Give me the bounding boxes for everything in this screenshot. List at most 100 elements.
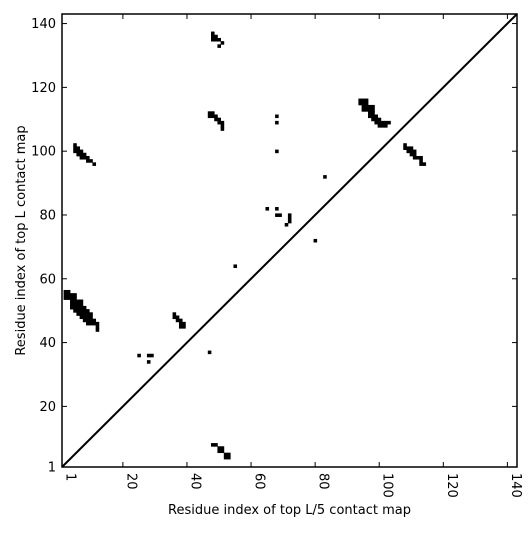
contact-point: [76, 305, 81, 310]
contact-point: [66, 293, 71, 297]
contact-point: [275, 114, 279, 119]
contact-point: [217, 117, 221, 122]
contact-point: [403, 146, 407, 150]
contact-point: [368, 104, 372, 109]
contact-point: [89, 159, 93, 163]
contact-point: [364, 101, 369, 106]
contact-point: [220, 127, 225, 131]
contact-point: [137, 353, 141, 358]
contact-point: [70, 305, 74, 310]
contact-point: [412, 149, 417, 154]
contact-point: [86, 321, 90, 326]
contact-point: [275, 149, 279, 154]
contact-point: [217, 37, 221, 42]
contact-point: [79, 152, 84, 157]
contact-point: [211, 34, 215, 39]
contact-point: [374, 117, 378, 122]
y-tick-label: 20: [39, 400, 56, 415]
contact-point: [384, 120, 388, 125]
contact-point: [73, 309, 77, 313]
contact-point: [220, 124, 225, 128]
contact-point: [70, 296, 74, 300]
contact-point: [178, 321, 183, 326]
contact-point: [86, 309, 90, 313]
contact-point: [175, 315, 180, 320]
contact-point: [287, 216, 292, 221]
contact-point: [82, 155, 87, 160]
y-tick-label: 1: [48, 461, 56, 476]
contact-point: [73, 293, 77, 297]
contact-point: [211, 443, 215, 447]
contact-point: [371, 117, 375, 122]
plot-frame: [61, 13, 518, 468]
contact-point: [92, 321, 97, 326]
contact-point: [368, 111, 372, 115]
contact-point: [377, 117, 382, 122]
x-tick-label: 80: [316, 473, 331, 490]
contact-point: [380, 124, 385, 128]
x-tick-label: 60: [252, 473, 267, 490]
contact-point: [214, 117, 218, 122]
contact-point: [146, 353, 151, 358]
contact-point: [86, 312, 90, 316]
x-axis-label: Residue index of top L/5 contact map: [168, 503, 411, 518]
contact-point: [73, 143, 77, 147]
contact-point: [361, 101, 366, 106]
contact-point: [182, 325, 186, 329]
contact-point: [214, 37, 218, 42]
contact-point: [387, 120, 391, 125]
contact-point: [211, 111, 215, 115]
contact-point: [374, 120, 378, 125]
contact-point: [73, 305, 77, 310]
contact-point: [409, 146, 414, 150]
contact-point: [207, 111, 212, 115]
markers-layer: [63, 31, 427, 460]
x-tick-label: 1: [63, 473, 78, 481]
contact-point: [265, 207, 270, 211]
contact-point: [82, 309, 87, 313]
contact-point: [79, 155, 84, 160]
contact-point: [89, 318, 93, 323]
diagonal-line: [61, 13, 518, 468]
contact-point: [79, 149, 84, 154]
contact-point: [380, 120, 385, 125]
x-tick-label: 20: [123, 473, 138, 490]
contact-point: [73, 149, 77, 154]
contact-point: [76, 299, 81, 304]
contact-point: [416, 155, 420, 160]
contact-point: [70, 299, 74, 304]
contact-point: [419, 162, 423, 166]
contact-point: [79, 312, 84, 316]
contact-point: [76, 312, 81, 316]
contact-point: [287, 219, 292, 224]
contact-point: [313, 238, 318, 243]
contact-point: [371, 108, 375, 112]
contact-point: [79, 315, 84, 320]
contact-point: [377, 120, 382, 125]
contact-point: [220, 446, 225, 450]
contact-point: [82, 315, 87, 320]
contact-point: [371, 111, 375, 115]
contact-point: [384, 124, 388, 128]
contact-point: [63, 296, 68, 300]
contact-point: [364, 108, 369, 112]
contact-point: [76, 146, 81, 150]
contact-point: [412, 152, 417, 157]
y-tick-label: 80: [39, 208, 56, 223]
contact-point: [422, 162, 427, 166]
contact-point: [178, 318, 183, 323]
contact-point: [358, 101, 362, 106]
contact-point: [233, 264, 238, 269]
contact-point: [217, 446, 221, 450]
contact-point: [361, 108, 366, 112]
y-tick-label: 140: [31, 17, 56, 32]
contact-point: [73, 146, 77, 150]
contact-point: [73, 302, 77, 307]
contact-point: [79, 305, 84, 310]
x-tick-label: 40: [187, 473, 202, 490]
contact-point: [220, 41, 225, 45]
contact-point: [146, 360, 151, 364]
contact-point: [89, 315, 93, 320]
contact-point: [211, 37, 215, 42]
